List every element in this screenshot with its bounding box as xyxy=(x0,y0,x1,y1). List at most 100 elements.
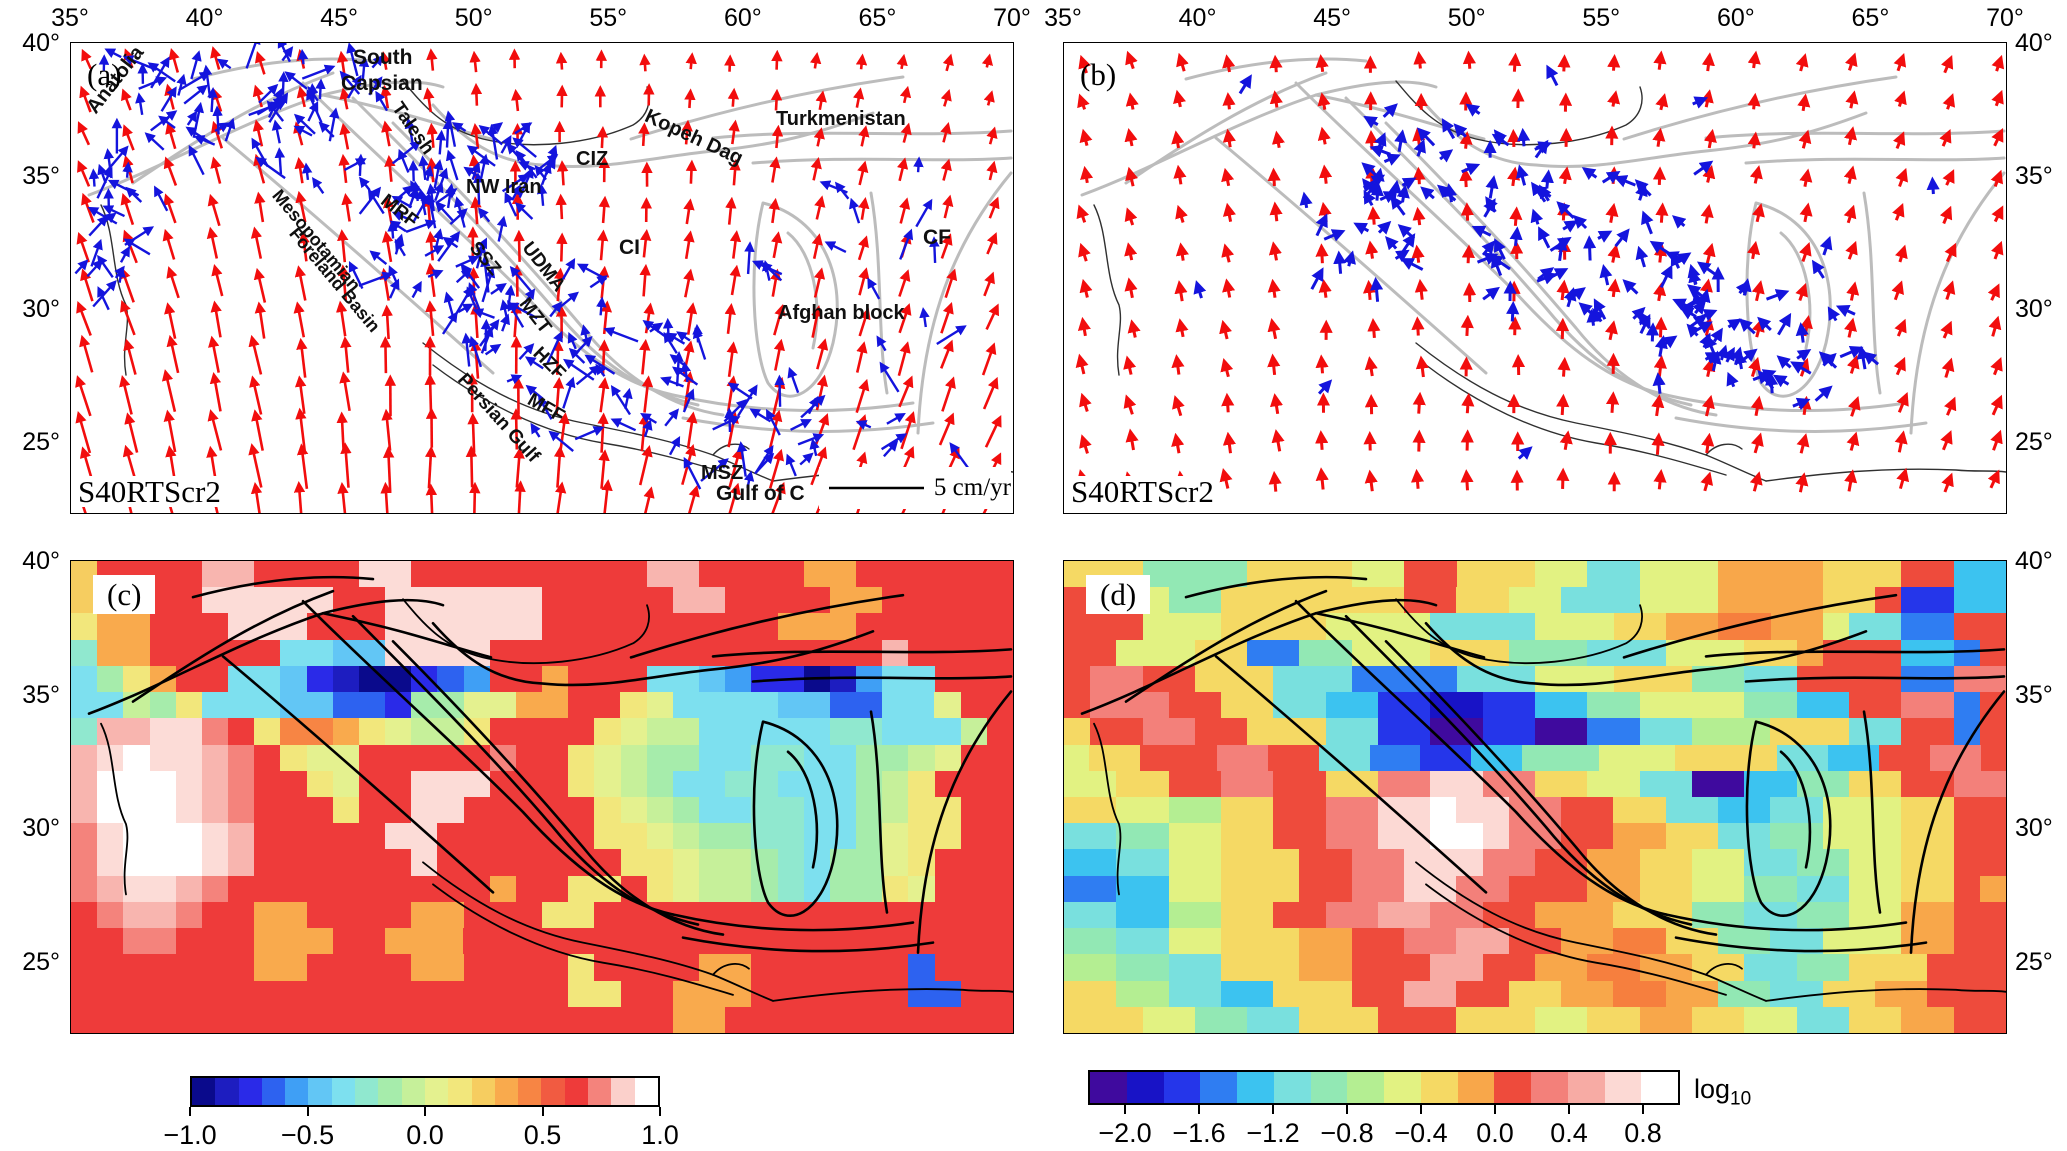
lat-tick-label: 25° xyxy=(2015,947,2053,976)
heatmap-row xyxy=(1064,1006,2006,1033)
heatmap-row xyxy=(1064,980,2006,1007)
heatmap-row xyxy=(1064,770,2006,797)
lat-tick-label: 25° xyxy=(22,428,60,457)
coastlines xyxy=(100,598,1013,1002)
colorbar-tick-label: −1.6 xyxy=(1172,1118,1226,1148)
lon-tick-label: 40° xyxy=(185,4,224,32)
lat-tick-label: 30° xyxy=(2015,814,2053,843)
map-label-south-caspian-1: South xyxy=(353,46,413,69)
lon-tick-label: 50° xyxy=(1447,4,1486,32)
vector-field-red xyxy=(73,46,1002,513)
panel-letter-b: (b) xyxy=(1080,57,1117,92)
lat-tick-label: 30° xyxy=(2015,295,2053,324)
panel-c-fault-layer xyxy=(88,576,1013,1002)
map-label-turkmenistan: Turkmenistan xyxy=(776,108,906,130)
colorbar-tick-mark xyxy=(1346,1105,1348,1114)
heatmap-row xyxy=(1064,954,2006,981)
map-label-ciz: CIZ xyxy=(576,148,609,170)
colorbar-tick-mark xyxy=(541,1107,544,1116)
heatmap-row xyxy=(71,980,1013,1007)
lon-tick-label: 60° xyxy=(723,4,762,32)
panel-a-vector-map: Anatolia South Capsian Talesh Kopeh Dag Turkm… xyxy=(70,42,1014,514)
map-label-cf: CF xyxy=(923,226,951,249)
lat-tick-label: 40° xyxy=(22,547,60,575)
heatmap-row xyxy=(71,718,1013,745)
vector-field-blue xyxy=(74,43,970,490)
panel-d-heatmap: (d) xyxy=(1063,560,2007,1034)
lon-tick-label: 70° xyxy=(993,4,1031,32)
colorbar-tick-label: 0.0 xyxy=(1476,1118,1514,1148)
lat-tick-label: 35° xyxy=(22,162,60,190)
colorbar-tick-label: −2.0 xyxy=(1098,1118,1152,1148)
colorbar-tick-label: −1.2 xyxy=(1246,1118,1300,1148)
colorbar-tick-mark xyxy=(424,1107,426,1116)
heatmap-row xyxy=(71,613,1013,640)
panel-letter-c: (c) xyxy=(93,575,156,614)
colorbar-tick-mark xyxy=(1420,1105,1422,1114)
colorbar-unit-sub: 10 xyxy=(1730,1088,1752,1110)
lon-tick-label: 45° xyxy=(320,4,359,32)
heatmap-row xyxy=(1064,692,2006,719)
lon-tick-label: 70° xyxy=(1986,4,2024,32)
lon-tick-label: 65° xyxy=(1851,4,1890,32)
map-label-south-caspian-2: Capsian xyxy=(341,72,423,95)
colorbar-d xyxy=(1088,1070,1680,1105)
heatmap-row xyxy=(1064,587,2006,614)
lon-tick-label: 55° xyxy=(589,4,628,32)
colorbar-d-unit-label: log10 xyxy=(1694,1074,1751,1110)
lat-tick-label: 30° xyxy=(22,814,60,843)
panel-letter-d: (d) xyxy=(1086,575,1151,614)
lon-tick-label: 45° xyxy=(1313,4,1352,32)
colorbar-c xyxy=(190,1076,660,1107)
lat-tick-label: 25° xyxy=(22,947,60,976)
heatmap-row xyxy=(71,770,1013,797)
colorbar-tick-label: 0.4 xyxy=(1550,1118,1588,1148)
lat-tick-label: 40° xyxy=(2015,29,2053,57)
heatmap-row xyxy=(1064,718,2006,745)
lat-tick-label: 35° xyxy=(2015,162,2053,190)
colorbar-tick-label: −0.8 xyxy=(1320,1118,1374,1148)
heatmap-row xyxy=(1064,901,2006,929)
map-label-gulf-of-oman: Gulf of C xyxy=(716,482,805,505)
colorbar-unit-text: log xyxy=(1694,1074,1731,1104)
colorbar-tick-mark xyxy=(659,1107,661,1116)
heatmap-row xyxy=(1064,796,2006,824)
colorbar-tick-mark xyxy=(1642,1105,1644,1114)
heatmap-row xyxy=(71,823,1013,850)
scale-label: 5 cm/yr xyxy=(933,474,1011,501)
colorbar-tick-mark xyxy=(1568,1105,1570,1114)
lon-tick-label: 35° xyxy=(51,4,89,32)
coastlines xyxy=(1093,80,2006,482)
panel-b-map-layer xyxy=(1075,50,2006,494)
colorbar-tick-mark xyxy=(189,1107,191,1116)
fault-lines xyxy=(1081,576,2005,954)
colorbar-tick-label: −0.5 xyxy=(280,1120,335,1150)
lon-tick-label: 65° xyxy=(858,4,897,32)
colorbar-tick-mark xyxy=(306,1107,309,1116)
vector-field-blue xyxy=(1193,64,1940,460)
panel-a-map-layer xyxy=(73,43,1013,513)
heatmap-row xyxy=(1064,875,2006,902)
heatmap-row xyxy=(1064,561,2006,588)
map-label-msz: MSZ xyxy=(701,462,744,484)
fault-lines xyxy=(88,576,1012,954)
colorbar-tick-label: −1.0 xyxy=(163,1120,217,1150)
lat-tick-label: 35° xyxy=(2015,680,2053,709)
scale-legend: 5 cm/yr xyxy=(819,467,1011,509)
lat-tick-label: 40° xyxy=(22,29,60,57)
colorbar-tick-label: −0.4 xyxy=(1394,1118,1448,1148)
model-label-a: S40RTScr2 xyxy=(74,476,225,507)
lat-tick-label: 30° xyxy=(22,295,60,324)
lat-tick-label: 35° xyxy=(22,680,60,709)
colorbar-tick-label: 0.0 xyxy=(406,1120,444,1150)
heatmap-row xyxy=(71,954,1013,981)
colorbar-tick-mark xyxy=(1124,1105,1126,1114)
heatmap-row xyxy=(71,692,1013,719)
lat-tick-label: 40° xyxy=(2015,547,2053,575)
panel-b-vector-map: (b) S40RTScr2 xyxy=(1063,42,2007,514)
coastlines xyxy=(1093,598,2006,1002)
model-label-b: S40RTScr2 xyxy=(1067,476,1218,507)
fault-lines xyxy=(1081,58,2005,434)
panel-letter-a: (a) xyxy=(87,57,122,92)
lon-tick-label: 40° xyxy=(1178,4,1217,32)
